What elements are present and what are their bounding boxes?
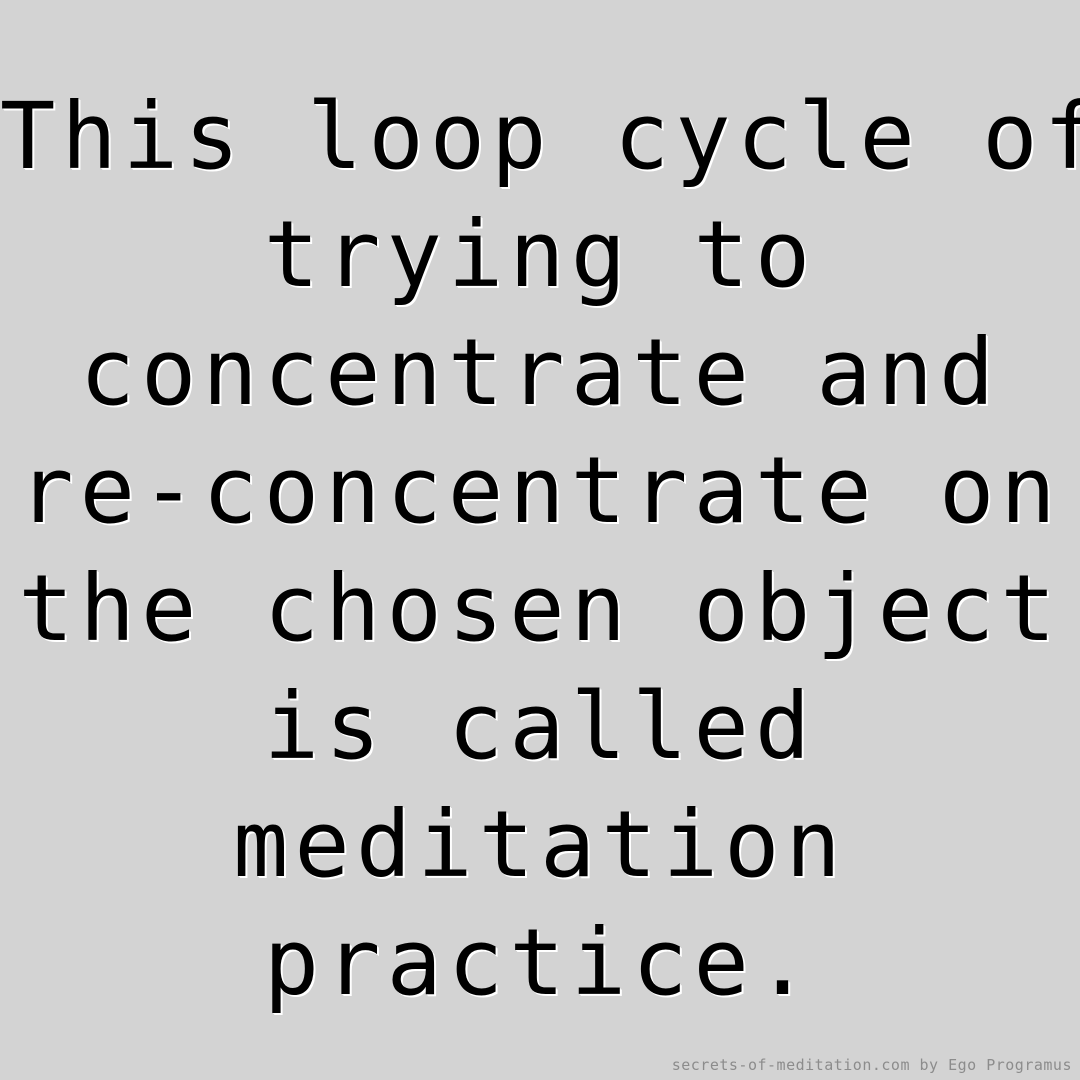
quote-line-5: the chosen object xyxy=(18,555,1062,662)
quote-line-2: trying to xyxy=(263,201,817,308)
quote-line-6: is called xyxy=(263,673,817,780)
quote-line-8: practice. xyxy=(263,909,817,1016)
credit-watermark: secrets-of-meditation.com by Ego Program… xyxy=(671,1056,1072,1074)
quote-line-7: meditation xyxy=(233,791,847,898)
quote-line-3: concentrate and xyxy=(79,319,1001,426)
quote-text: This loop cycle of trying to concentrate… xyxy=(0,78,1080,1022)
quote-line-4: re-concentrate on xyxy=(18,437,1062,544)
quote-line-1: This loop cycle of xyxy=(0,83,1080,190)
